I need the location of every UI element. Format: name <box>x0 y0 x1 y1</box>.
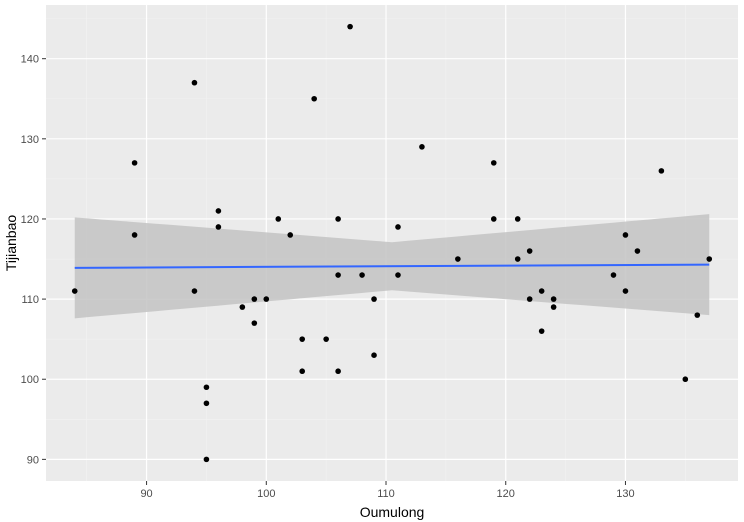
x-tick-label: 90 <box>140 488 152 500</box>
data-point <box>203 384 210 391</box>
y-axis-title: Tijianbao <box>3 215 19 272</box>
data-point <box>251 296 258 302</box>
data-point <box>526 248 533 254</box>
data-point <box>203 456 210 463</box>
data-point <box>526 296 533 302</box>
data-point <box>131 232 138 238</box>
data-point <box>335 272 341 278</box>
y-axis: 90 100 110 120 130 140 <box>21 54 46 466</box>
data-point <box>538 328 545 334</box>
data-point <box>395 272 401 278</box>
data-point <box>371 296 377 302</box>
data-point <box>514 256 521 262</box>
data-point <box>490 160 497 166</box>
data-point <box>694 312 701 318</box>
x-tick-label: 130 <box>616 488 634 500</box>
data-point <box>455 256 461 262</box>
data-point <box>335 216 341 222</box>
y-tick-label: 110 <box>21 294 39 306</box>
data-point <box>347 23 353 30</box>
data-point <box>706 256 713 262</box>
x-tick-label: 100 <box>257 488 275 500</box>
data-points <box>71 23 713 463</box>
data-point <box>335 368 341 375</box>
data-point <box>239 304 246 310</box>
data-point <box>682 376 689 383</box>
data-point <box>215 208 222 214</box>
data-point <box>359 272 365 278</box>
data-point <box>550 304 557 310</box>
data-point <box>490 216 497 222</box>
regression-line <box>74 263 710 269</box>
data-point <box>71 288 78 294</box>
data-point <box>323 336 329 342</box>
data-point <box>658 168 665 174</box>
data-point <box>299 336 306 342</box>
data-point <box>622 232 629 238</box>
y-tick-label: 130 <box>21 134 39 146</box>
data-point <box>622 288 629 294</box>
data-point <box>191 79 198 86</box>
data-point <box>299 368 306 375</box>
data-point <box>311 95 317 102</box>
x-tick-label: 120 <box>497 488 515 500</box>
data-point <box>203 400 210 407</box>
x-tick-label: 110 <box>377 488 395 500</box>
data-point <box>371 352 377 358</box>
data-point <box>610 272 617 278</box>
x-axis: 90 100 110 120 130 <box>140 481 635 500</box>
data-point <box>131 160 138 166</box>
x-axis-title: Oumulong <box>360 504 425 520</box>
data-point <box>634 248 641 254</box>
data-point <box>263 296 270 302</box>
data-point <box>251 320 258 326</box>
data-point <box>550 296 557 302</box>
y-tick-label: 120 <box>21 214 39 226</box>
data-point <box>191 288 198 294</box>
data-point <box>419 144 425 150</box>
y-tick-label: 90 <box>27 454 39 466</box>
data-point <box>514 216 521 222</box>
data-point <box>275 216 282 222</box>
y-tick-label: 140 <box>21 54 39 66</box>
data-point <box>395 224 401 230</box>
data-point <box>287 232 294 238</box>
y-tick-label: 100 <box>21 374 39 386</box>
data-point <box>538 288 545 294</box>
data-point <box>215 224 222 230</box>
